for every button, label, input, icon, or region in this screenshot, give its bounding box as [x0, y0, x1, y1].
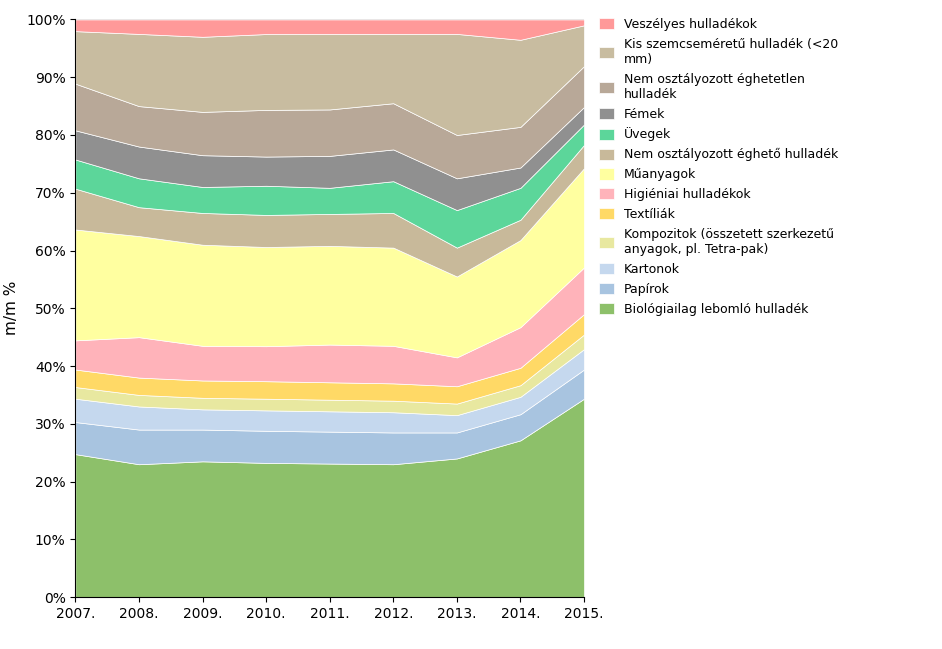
Y-axis label: m/m %: m/m %: [4, 281, 19, 336]
Legend: Veszélyes hulladékok, Kis szemcseméretű hulladék (<20
mm), Nem osztályozott éghe: Veszélyes hulladékok, Kis szemcseméretű …: [595, 14, 842, 319]
